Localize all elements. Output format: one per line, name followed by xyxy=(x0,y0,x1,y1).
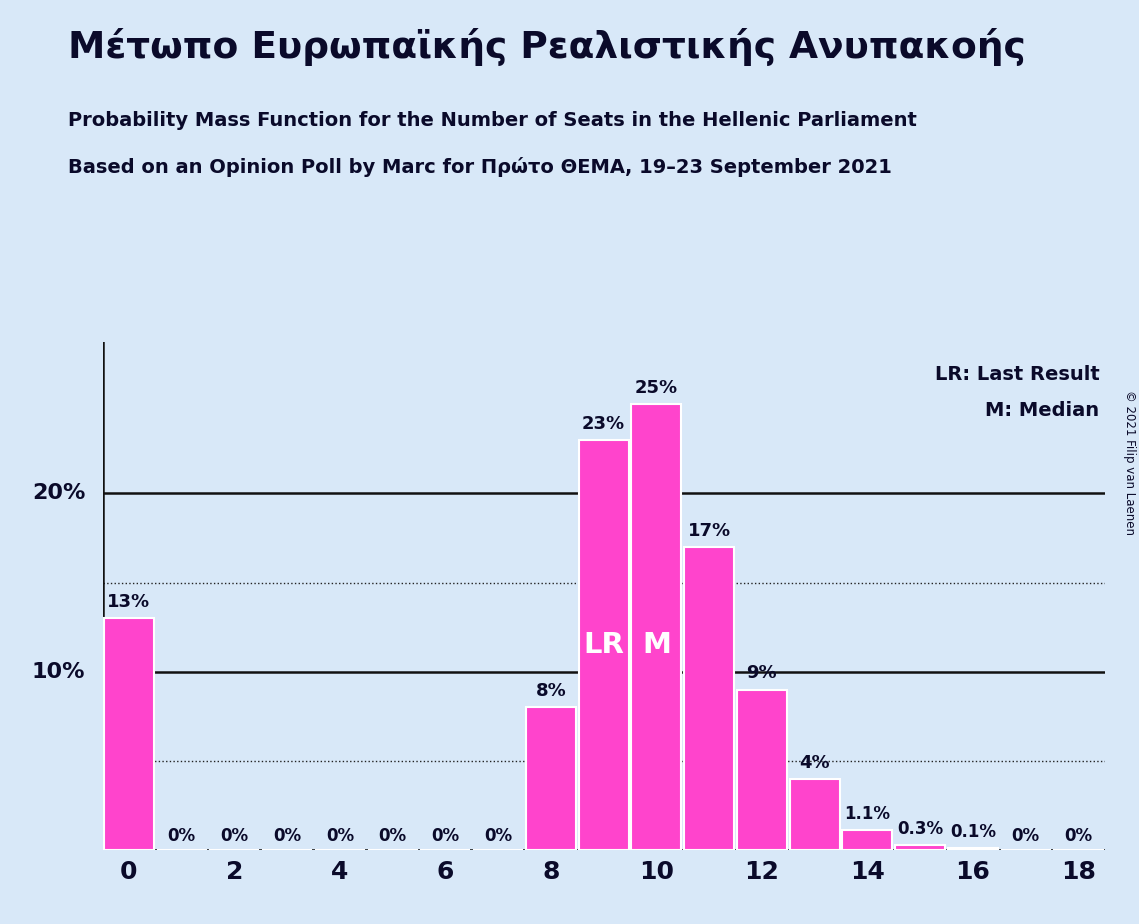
Bar xyxy=(526,708,576,850)
Text: 23%: 23% xyxy=(582,415,625,432)
Text: 17%: 17% xyxy=(688,522,731,540)
Text: 0%: 0% xyxy=(326,827,354,845)
Bar xyxy=(631,405,681,850)
Text: 13%: 13% xyxy=(107,593,150,611)
Bar xyxy=(843,831,893,850)
Text: 0%: 0% xyxy=(1011,827,1040,845)
Text: Based on an Opinion Poll by Marc for Πρώτο ΘΕΜΑ, 19–23 September 2021: Based on an Opinion Poll by Marc for Πρώ… xyxy=(68,157,892,177)
Bar xyxy=(948,848,998,850)
Bar xyxy=(685,547,735,850)
Text: 0%: 0% xyxy=(220,827,248,845)
Bar xyxy=(579,440,629,850)
Text: Probability Mass Function for the Number of Seats in the Hellenic Parliament: Probability Mass Function for the Number… xyxy=(68,111,917,130)
Bar xyxy=(104,618,154,850)
Text: 0%: 0% xyxy=(273,827,301,845)
Text: 8%: 8% xyxy=(535,682,566,700)
Text: LR: LR xyxy=(583,631,624,659)
Text: 10%: 10% xyxy=(32,662,85,682)
Text: 0.1%: 0.1% xyxy=(950,823,995,841)
Text: 0.3%: 0.3% xyxy=(898,820,943,837)
Text: 0%: 0% xyxy=(167,827,196,845)
Text: Μέτωπο Ευρωπαϊκής Ρεαλιστικής Ανυπακοής: Μέτωπο Ευρωπαϊκής Ρεαλιστικής Ανυπακοής xyxy=(68,28,1026,66)
Bar xyxy=(789,779,839,850)
Text: M: Median: M: Median xyxy=(985,401,1099,419)
Text: 0%: 0% xyxy=(378,827,407,845)
Text: 0%: 0% xyxy=(484,827,513,845)
Text: 1.1%: 1.1% xyxy=(844,806,891,823)
Bar xyxy=(737,689,787,850)
Text: 0%: 0% xyxy=(432,827,459,845)
Text: LR: Last Result: LR: Last Result xyxy=(935,365,1099,384)
Text: 4%: 4% xyxy=(800,754,830,772)
Text: M: M xyxy=(642,631,671,659)
Text: 0%: 0% xyxy=(1064,827,1092,845)
Text: © 2021 Filip van Laenen: © 2021 Filip van Laenen xyxy=(1123,390,1137,534)
Bar xyxy=(895,845,945,850)
Text: 9%: 9% xyxy=(747,664,777,683)
Text: 20%: 20% xyxy=(32,483,85,504)
Text: 25%: 25% xyxy=(634,379,678,397)
